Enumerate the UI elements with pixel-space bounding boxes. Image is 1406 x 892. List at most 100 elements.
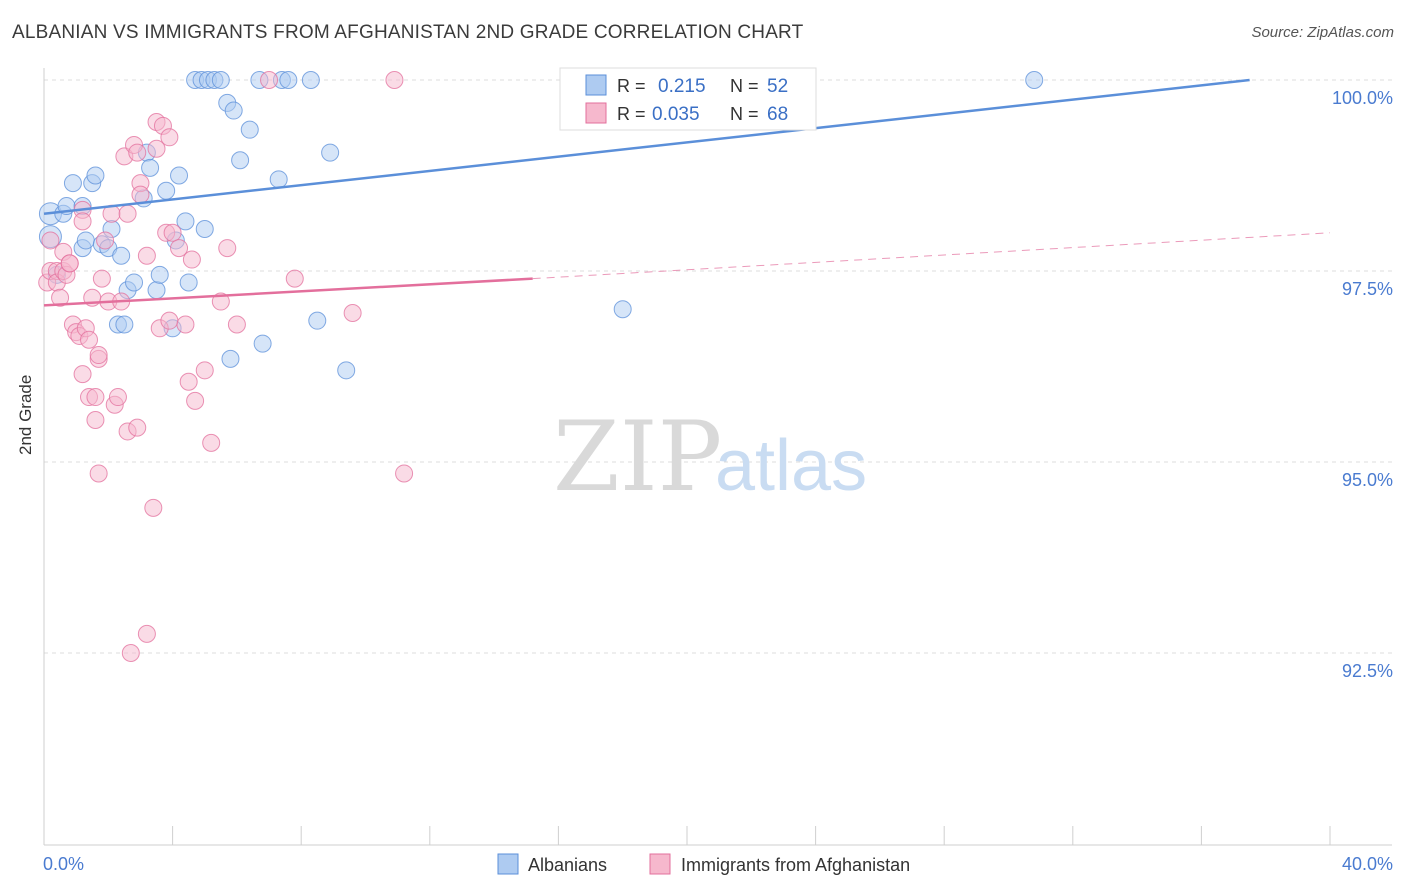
albanians-point: [269, 170, 288, 189]
afghanistan-point: [51, 288, 70, 307]
albanians-point: [279, 71, 298, 89]
afghanistan-point: [160, 128, 179, 147]
albanians-point: [301, 71, 320, 89]
afghanistan-point: [73, 212, 92, 231]
stats-n-value: 52: [767, 76, 788, 97]
afghanistan-trend-line: [43, 277, 533, 307]
albanians-point: [112, 246, 131, 265]
afghanistan-point: [343, 304, 362, 323]
afghanistan-point: [260, 71, 279, 89]
afghanistan-point: [121, 644, 140, 662]
afghanistan-point: [128, 143, 147, 162]
stats-legend: R = 0.215 N = 52 R = 0.035 N = 68: [559, 67, 817, 131]
albanians-point: [224, 101, 243, 120]
y-tick-label: 100.0%: [1332, 88, 1393, 108]
albanians-point: [157, 181, 176, 200]
albanians-point: [308, 311, 327, 330]
y-tick-label: 95.0%: [1342, 470, 1393, 490]
albanians-point: [63, 174, 82, 193]
x-tick-label: 40.0%: [1342, 854, 1393, 874]
afghanistan-point: [385, 71, 404, 89]
y-tick-label: 97.5%: [1342, 279, 1393, 299]
afghanistan-point: [128, 418, 147, 437]
legend-swatch-albanians: [497, 853, 519, 875]
stats-swatch-afghanistan: [585, 102, 607, 124]
afghanistan-point: [86, 410, 105, 429]
albanians-point: [150, 265, 169, 284]
afghanistan-point: [285, 269, 304, 288]
albanians-point: [179, 273, 198, 292]
afghanistan-point: [89, 464, 108, 483]
afghanistan-point: [170, 239, 189, 258]
stats-r-label: R =: [617, 104, 646, 124]
albanians-point: [86, 166, 105, 185]
albanians-point: [253, 334, 272, 353]
afghanistan-point: [195, 361, 214, 380]
series-legend: Albanians Immigrants from Afghanistan: [497, 853, 910, 875]
stats-n-label: N =: [730, 104, 759, 124]
afghanistan-point: [163, 223, 182, 242]
stats-n-label: N =: [730, 76, 759, 96]
afghanistan-point: [395, 464, 414, 483]
afghanistan-point: [41, 231, 60, 250]
albanians-point: [337, 361, 356, 380]
tick-labels: 92.5% 95.0% 97.5% 100.0% 0.0% 40.0%: [43, 88, 1393, 874]
albanians-point: [176, 212, 195, 231]
stats-r-value: 0.035: [652, 104, 700, 125]
afghanistan-point: [92, 269, 111, 288]
stats-n-value: 68: [767, 104, 788, 125]
afghanistan-point: [118, 204, 137, 223]
afghanistan-point: [73, 365, 92, 384]
albanians-point: [115, 315, 134, 334]
afghanistan-point: [227, 315, 246, 334]
afghanistan-point: [147, 139, 166, 158]
afghanistan-point: [131, 185, 150, 204]
watermark-atlas: atlas: [715, 426, 867, 506]
albanians-point: [147, 281, 166, 300]
albanians-point: [1025, 71, 1044, 89]
afghanistan-point: [137, 246, 156, 265]
trend-lines: [43, 78, 1331, 307]
stats-r-label: R =: [617, 76, 646, 96]
albanians-point: [141, 158, 160, 177]
albanians-point: [221, 349, 240, 368]
watermark: ZIP atlas: [553, 401, 867, 513]
afghanistan-point: [96, 231, 115, 250]
chart-title: ALBANIAN VS IMMIGRANTS FROM AFGHANISTAN …: [12, 22, 804, 43]
legend-swatch-afghanistan: [649, 853, 671, 875]
source-credit: Source: ZipAtlas.com: [1251, 24, 1394, 41]
afghanistan-point: [186, 391, 205, 410]
albanians-point: [211, 71, 230, 89]
afghanistan-point: [60, 254, 79, 273]
legend-label-afghanistan: Immigrants from Afghanistan: [681, 855, 910, 875]
albanians-point: [125, 273, 144, 292]
albanians-point: [240, 120, 259, 139]
albanians-point: [321, 143, 340, 162]
x-tick-label: 0.0%: [43, 854, 84, 874]
stats-r-value: 0.215: [658, 76, 706, 97]
albanians-trend-line: [43, 78, 1250, 215]
albanians-point: [231, 151, 250, 170]
albanians-point: [613, 300, 632, 319]
afghanistan-point: [86, 388, 105, 407]
afghanistan-point: [137, 624, 156, 643]
albanians-point: [170, 166, 189, 185]
afghanistan-point: [144, 498, 163, 517]
afghanistan-point: [89, 346, 108, 365]
axes: [43, 68, 1392, 846]
afghanistan-point: [176, 315, 195, 334]
stats-swatch-albanians: [585, 74, 607, 96]
afghanistan-point: [211, 292, 230, 311]
albanians-point: [195, 219, 214, 238]
data-points: [38, 71, 1044, 662]
y-tick-label: 92.5%: [1342, 661, 1393, 681]
legend-label-albanians: Albanians: [528, 855, 607, 875]
albanians-point: [76, 231, 95, 250]
afghanistan-point: [80, 330, 99, 349]
afghanistan-point: [108, 388, 127, 407]
afghanistan-trend-extension: [532, 232, 1331, 280]
watermark-zip: ZIP: [553, 401, 722, 513]
afghanistan-point: [160, 311, 179, 330]
afghanistan-point: [179, 372, 198, 391]
